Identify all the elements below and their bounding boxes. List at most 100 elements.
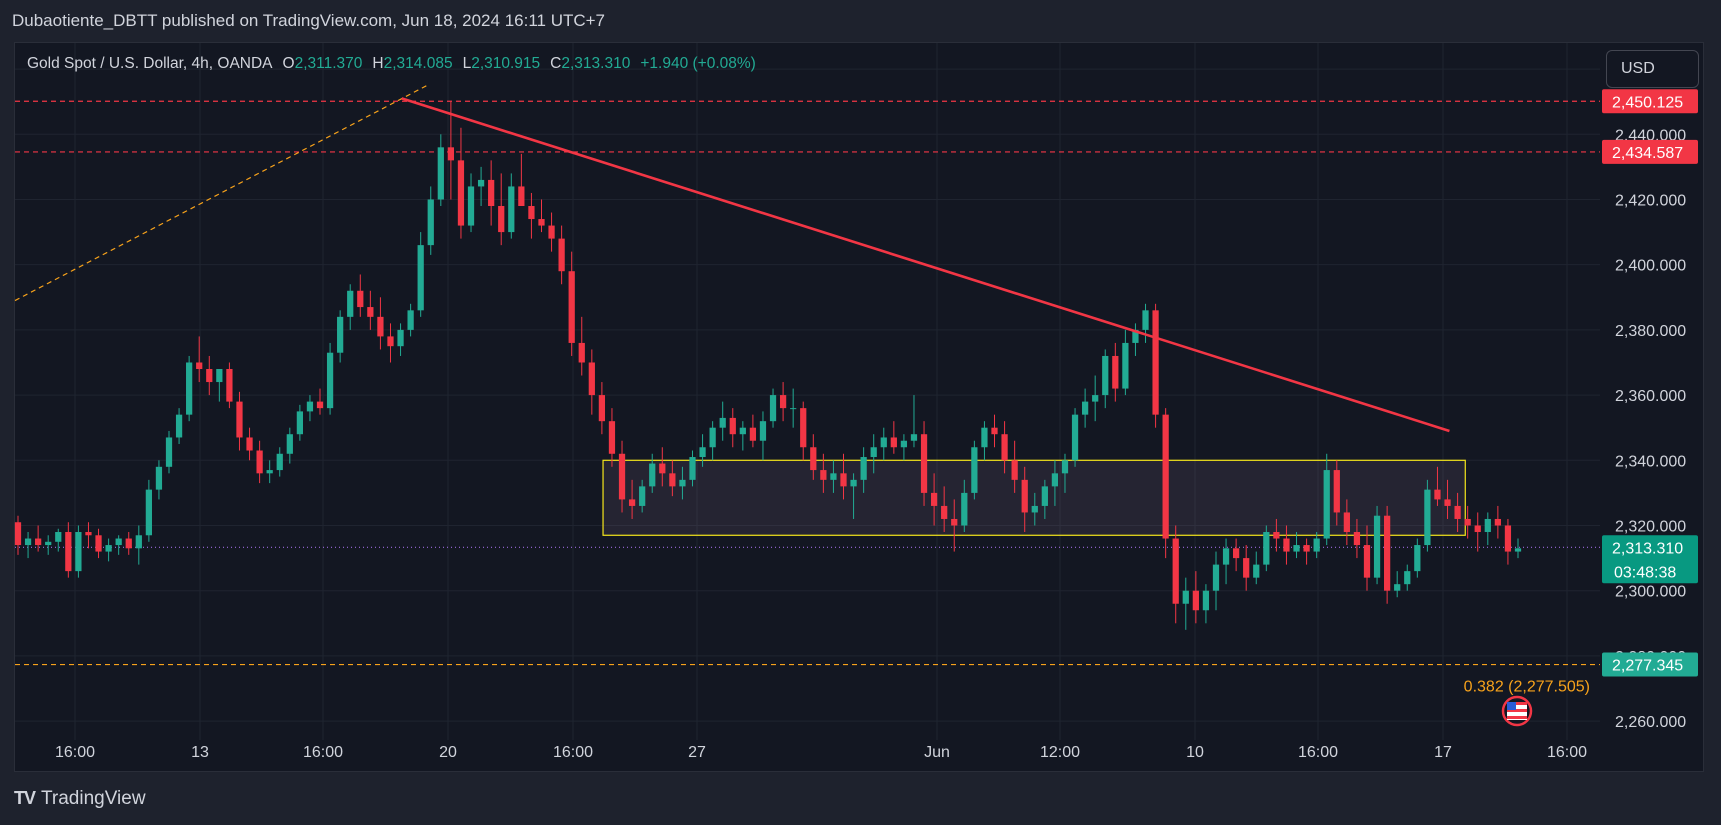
candle-body (105, 545, 112, 552)
x-tick-label: 16:00 (1547, 744, 1587, 761)
y-tick-label: 2,260.000 (1615, 714, 1686, 731)
x-tick-label: 10 (1186, 744, 1204, 761)
y-tick-label: 2,420.000 (1615, 192, 1686, 209)
x-tick-label: 12:00 (1040, 744, 1080, 761)
candle-body (347, 290, 354, 317)
candle-body (749, 427, 757, 441)
publisher-header: Dubaotiente_DBTT published on TradingVie… (0, 0, 1721, 42)
low-value: 2,310.915 (471, 55, 541, 72)
candle-body (528, 206, 535, 220)
price-label-bg (1602, 139, 1698, 164)
candle-body (1122, 342, 1129, 389)
candle-body (1303, 545, 1310, 552)
x-tick-label: 16:00 (55, 744, 95, 761)
candle-body (226, 369, 233, 402)
candle-body (1162, 414, 1169, 539)
candle-body (1444, 499, 1451, 506)
candle-body (306, 401, 314, 412)
close-key: C (550, 55, 562, 72)
descending-trendline (401, 97, 1450, 433)
currency-button[interactable]: USD (1606, 50, 1699, 88)
x-tick-label: 17 (1434, 744, 1452, 761)
candle-body (236, 401, 243, 438)
candle-body (1061, 460, 1069, 474)
candle-body (397, 329, 404, 347)
candle-body (367, 307, 374, 317)
candle-body (1464, 518, 1471, 526)
price-label: 2,313.310 (1612, 540, 1683, 557)
price-label: 2,277.345 (1612, 658, 1683, 675)
candle-body (538, 219, 545, 226)
fib-trend-line (14, 84, 428, 302)
candle-body (498, 206, 505, 233)
candle-body (1071, 414, 1079, 461)
candle-body (1041, 486, 1048, 506)
candle-body (337, 316, 344, 353)
candle-body (357, 290, 364, 308)
candle-body (890, 437, 897, 448)
currency-label: USD (1621, 60, 1655, 77)
candle-body (316, 401, 324, 409)
candle-body (1182, 590, 1189, 604)
candle-body (447, 147, 455, 161)
price-label: 2,434.587 (1612, 145, 1683, 162)
candle-body (558, 238, 565, 272)
candle-body (1092, 395, 1099, 402)
range-box (602, 459, 1466, 536)
candle-body (941, 505, 948, 519)
x-tick-label: 16:00 (1298, 744, 1338, 761)
x-tick-label: 16:00 (303, 744, 343, 761)
candle-body (618, 453, 626, 500)
price-label: 2,450.125 (1612, 94, 1683, 111)
price-label-bg (1602, 652, 1698, 677)
candle-body (880, 437, 887, 448)
candle-body (286, 434, 293, 454)
open-value: 2,311.370 (294, 55, 363, 72)
candle-body (578, 342, 585, 363)
candle-body (326, 352, 334, 409)
candle-body (95, 535, 102, 552)
candle-body (1212, 564, 1220, 591)
x-tick-label: Jun (924, 744, 950, 761)
us-event-flag-stripe (1507, 716, 1527, 719)
candle-body (1494, 518, 1501, 526)
chart-frame[interactable] (14, 42, 1704, 772)
candle-body (628, 499, 636, 506)
x-tick-label: 16:00 (553, 744, 593, 761)
candle-body (1102, 355, 1109, 396)
candle-body (961, 492, 968, 526)
candle-body (417, 245, 424, 311)
candle-body (649, 463, 656, 487)
candle-body (639, 486, 646, 506)
y-tick-label: 2,360.000 (1615, 388, 1686, 405)
candle-body (276, 453, 283, 471)
candle-body (55, 532, 62, 542)
candle-body (186, 362, 193, 415)
candle-body (739, 427, 746, 435)
tradingview-logo[interactable]: TV TradingView (14, 788, 146, 810)
candle-body (1343, 512, 1350, 533)
candle-body (175, 414, 183, 438)
candle-body (1031, 505, 1038, 513)
candle-body (1253, 564, 1260, 578)
candle-body (830, 473, 837, 480)
candle-body (800, 408, 807, 448)
candle-body (1454, 505, 1461, 519)
candle-body (1363, 545, 1371, 578)
y-tick-label: 2,320.000 (1615, 518, 1686, 535)
candle-body (296, 411, 303, 435)
candle-body (508, 186, 515, 233)
candle-body (266, 470, 273, 474)
candle-body (1504, 525, 1512, 552)
candle-body (769, 395, 777, 422)
us-event-flag-canton (1507, 702, 1516, 710)
candle-body (1273, 532, 1280, 539)
candle-body (1434, 489, 1441, 500)
candle-body (1514, 548, 1522, 552)
candle-body (900, 440, 908, 448)
candle-body (860, 457, 867, 480)
candle-body (1081, 401, 1089, 415)
candle-body (1112, 355, 1119, 389)
us-event-flag-stripe (1507, 709, 1527, 712)
